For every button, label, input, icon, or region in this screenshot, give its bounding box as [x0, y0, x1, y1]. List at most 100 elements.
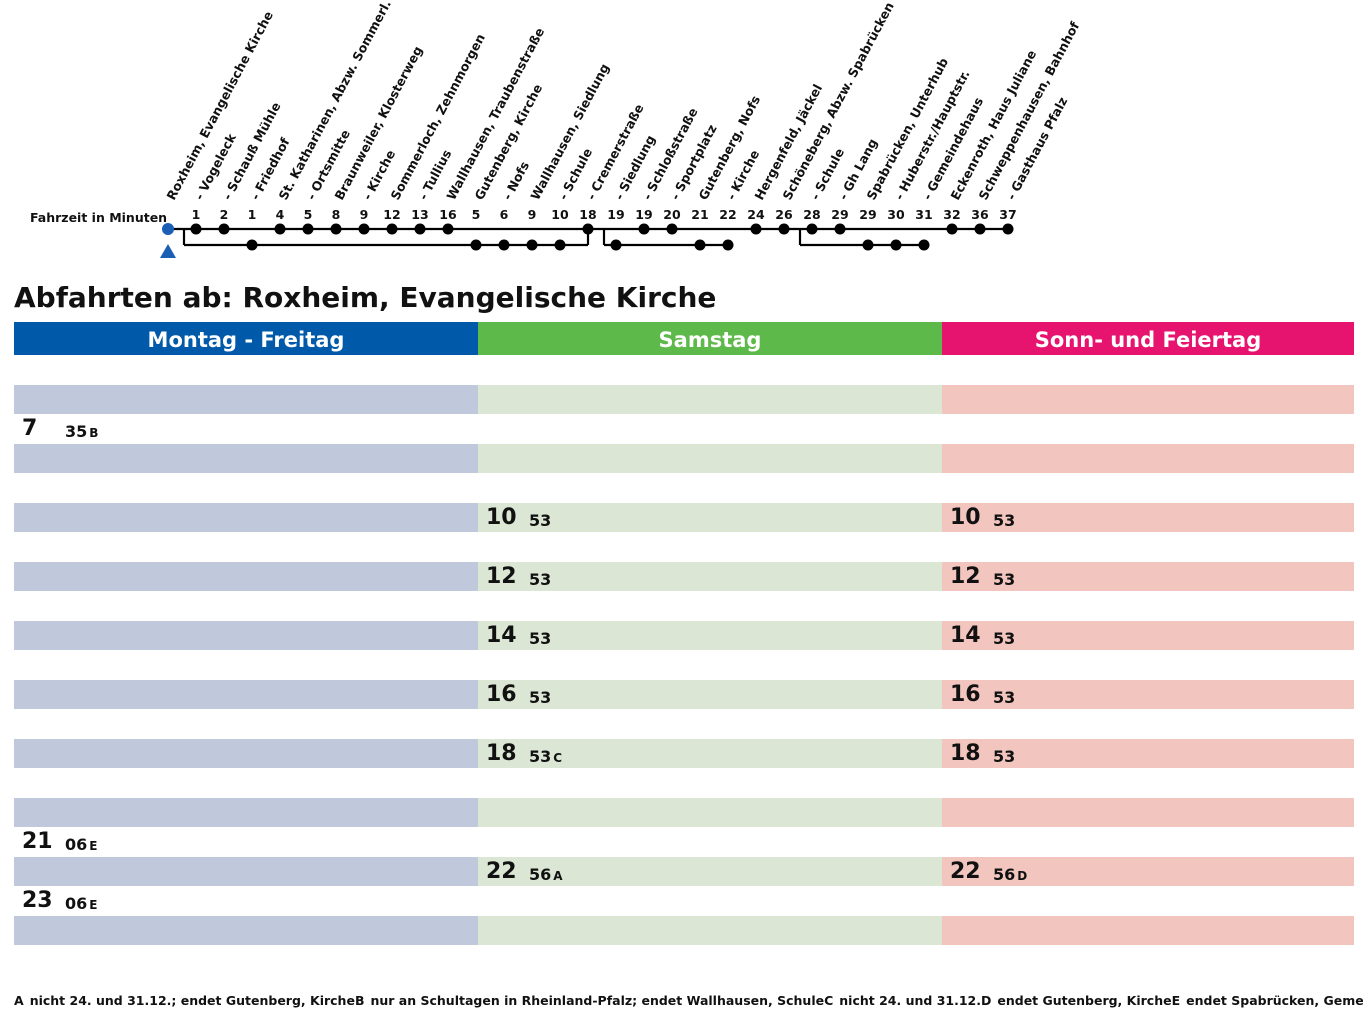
departure-minutes: 53	[529, 683, 551, 713]
departure-minutes: 53	[529, 624, 551, 654]
timetable-row: 23 06 E	[14, 886, 478, 916]
minutes-value: 53	[529, 687, 552, 707]
timetable-row	[478, 443, 942, 473]
departure-hour: 10	[950, 504, 981, 530]
departure-minutes: 53 C	[529, 742, 562, 772]
page-title: Abfahrten ab: Roxheim, Evangelische Kirc…	[14, 281, 717, 314]
column-header-weekday: Montag - Freitag	[14, 322, 478, 355]
timetable-row	[14, 532, 478, 562]
footnote-key: C	[824, 993, 834, 1008]
stop-dot	[862, 239, 874, 251]
timetable-row	[942, 355, 1354, 385]
timetable-row	[942, 768, 1354, 798]
timetable-row	[942, 532, 1354, 562]
column-saturday: Samstag 10 53 12 53 14 53 16 53 18 53 C 22 56 A	[478, 322, 942, 952]
travel-time-label: Fahrzeit in Minuten	[30, 210, 167, 225]
timetable-row	[14, 679, 478, 709]
timetable-row: 12 53	[942, 561, 1354, 591]
departure-hour: 22	[486, 858, 517, 884]
departure-hour: 22	[950, 858, 981, 884]
timetable-row	[942, 591, 1354, 621]
timetable-row: 12 53	[478, 561, 942, 595]
stop-dot	[498, 239, 510, 251]
stop-dot	[442, 223, 454, 235]
footnote-key: A	[14, 993, 24, 1008]
timetable-row: 18 53	[942, 738, 1354, 772]
footnote-marker: E	[89, 839, 98, 853]
timetable-row	[14, 502, 478, 532]
stop-travel-minutes: 8	[332, 207, 341, 222]
stop-dot	[694, 239, 706, 251]
stop-travel-minutes: 10	[551, 207, 569, 222]
departure-minutes: 56 A	[529, 860, 563, 890]
stop-travel-minutes: 1	[248, 207, 257, 222]
timetable-row	[14, 591, 478, 621]
footnote-text: endet Spabrücken, Gemeindehaus	[1186, 993, 1363, 1008]
timetable-row	[14, 473, 478, 503]
stop-dot	[974, 223, 986, 235]
minutes-value: 06	[65, 894, 88, 913]
stop-travel-minutes: 26	[775, 207, 793, 222]
stop-dot	[890, 239, 902, 251]
minutes-value: 56	[993, 864, 1016, 884]
minutes-value: 53	[529, 569, 552, 589]
footnote-marker: E	[89, 898, 98, 912]
footnote-text: nur an Schultagen in Rheinland-Pfalz; en…	[370, 993, 825, 1008]
timetable-row: 22 56 A	[478, 856, 942, 890]
departure-hour: 7	[22, 416, 38, 441]
timetable-row	[14, 709, 478, 739]
stop-travel-minutes: 12	[383, 207, 400, 222]
stop-dot	[554, 239, 566, 251]
minutes-value: 53	[993, 510, 1016, 530]
stop-travel-minutes: 9	[360, 207, 369, 222]
timetable-row: 22 56 D	[942, 856, 1354, 886]
stop-travel-minutes: 24	[747, 207, 765, 222]
timetable-row	[14, 915, 478, 945]
stop-travel-minutes: 2	[220, 207, 229, 222]
stop-dot	[190, 223, 202, 235]
timetable-row	[478, 473, 942, 503]
stop-travel-minutes: 19	[607, 207, 624, 222]
footnote-text: nicht 24. und 31.12.; endet Gutenberg, K…	[29, 993, 355, 1008]
footnote-text: endet Gutenberg, Kirche	[997, 993, 1172, 1008]
timetable-row: 14 53	[942, 620, 1354, 650]
footnote-marker: A	[553, 868, 563, 883]
stop-dot	[582, 223, 594, 235]
timetable-row	[942, 650, 1354, 680]
departure-minutes: 53	[529, 565, 551, 595]
timetable-row: 21 06 E	[14, 827, 478, 857]
stop-travel-minutes: 21	[691, 207, 708, 222]
timetable-rows: 10 53 12 53 14 53 16 53 18 53 C 22 56 A	[478, 355, 942, 945]
departure-minutes: 35 B	[65, 417, 98, 447]
stop-dot	[470, 239, 482, 251]
stop-dot	[218, 223, 230, 235]
stop-travel-minutes: 31	[915, 207, 932, 222]
departure-hour: 18	[486, 740, 517, 766]
stop-dot	[302, 223, 314, 235]
stop-dot	[638, 223, 650, 235]
stop-travel-minutes: 13	[411, 207, 428, 222]
stop-dot	[750, 223, 762, 235]
timetable-row	[14, 355, 478, 385]
stop-travel-minutes: 29	[859, 207, 876, 222]
stop-dot	[806, 223, 818, 235]
timetable-row: 7 35 B	[14, 414, 478, 444]
stop-travel-minutes: 30	[887, 207, 905, 222]
departure-minutes: 06 E	[65, 830, 97, 860]
timetable-row	[478, 355, 942, 385]
stop-dot	[386, 223, 398, 235]
timetable-row: 10 53	[942, 502, 1354, 536]
timetable-row	[478, 384, 942, 414]
stop-dot	[246, 239, 258, 251]
timetable-row	[942, 915, 1354, 945]
stop-travel-minutes: 32	[943, 207, 960, 222]
route-stops: Roxheim, Evangelische Kirche- Vogeleck1-…	[160, 0, 1083, 258]
timetable-row: 14 53	[478, 620, 942, 654]
timetable-row	[478, 827, 942, 857]
timetable-rows: 7 35 B 21 06 E 23 06 E	[14, 355, 478, 945]
departure-minutes: 53	[993, 742, 1015, 772]
departure-minutes: 53	[993, 506, 1015, 536]
